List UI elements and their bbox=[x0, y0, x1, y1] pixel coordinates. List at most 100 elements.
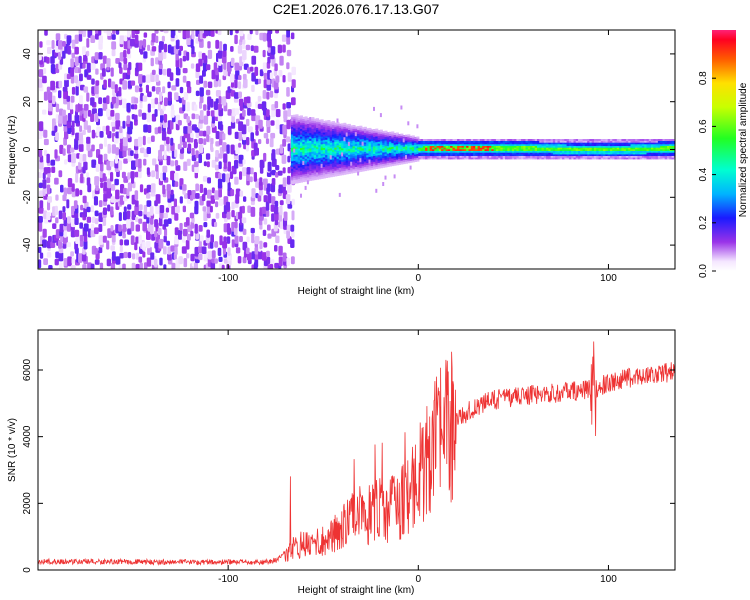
heatmap-cell bbox=[420, 147, 424, 150]
heatmap-cell bbox=[395, 140, 399, 143]
heatmap-cell bbox=[477, 157, 481, 160]
heatmap-cell bbox=[477, 139, 481, 141]
heatmap-cell bbox=[309, 167, 313, 170]
heatmap-cell bbox=[290, 176, 294, 179]
heatmap-cell bbox=[306, 129, 310, 132]
heatmap-cell bbox=[418, 152, 422, 155]
heatmap-cell bbox=[361, 165, 365, 168]
heatmap-cell bbox=[350, 127, 354, 130]
heatmap-cell bbox=[357, 164, 361, 167]
heatmap-cell bbox=[603, 142, 607, 145]
heatmap-cell bbox=[47, 91, 53, 101]
heatmap-cell bbox=[170, 160, 175, 167]
heatmap-cell bbox=[304, 171, 308, 175]
heatmap-cell bbox=[505, 139, 508, 141]
heatmap-cell bbox=[110, 225, 114, 232]
heatmap-cell bbox=[338, 123, 342, 126]
heatmap-cell bbox=[295, 177, 299, 180]
heatmap-cell bbox=[311, 126, 315, 129]
heatmap-cell bbox=[281, 154, 287, 164]
heatmap-cell bbox=[66, 35, 72, 44]
heatmap-cell bbox=[584, 142, 588, 145]
heatmap-cell bbox=[662, 142, 666, 145]
heatmap-cell bbox=[320, 163, 323, 168]
heatmap-cell bbox=[325, 172, 329, 175]
heatmap-cell bbox=[648, 152, 652, 155]
heatmap-cell bbox=[329, 173, 333, 176]
heatmap-cell bbox=[311, 142, 315, 145]
heatmap-cell bbox=[584, 150, 588, 153]
heatmap-cell bbox=[630, 145, 634, 148]
heatmap-cell bbox=[527, 142, 531, 145]
heatmap-cell bbox=[300, 151, 303, 154]
heatmap-cell bbox=[548, 144, 552, 146]
heatmap-cell bbox=[274, 200, 279, 207]
heatmap-cell bbox=[110, 81, 116, 89]
heatmap-cell bbox=[363, 142, 367, 145]
heatmap-cell bbox=[573, 145, 577, 148]
heatmap-cell bbox=[655, 155, 659, 158]
heatmap-cell bbox=[429, 142, 433, 145]
heatmap-cell bbox=[320, 130, 324, 133]
heatmap-cell bbox=[637, 140, 641, 143]
heatmap-cell bbox=[281, 34, 287, 42]
heatmap-cell bbox=[623, 139, 627, 141]
heatmap-cell bbox=[102, 103, 108, 111]
heatmap-cell bbox=[443, 147, 447, 150]
heatmap-cell bbox=[316, 123, 319, 127]
heatmap-cell bbox=[516, 149, 520, 151]
heatmap-cell bbox=[62, 109, 66, 117]
heatmap-cell bbox=[115, 112, 120, 121]
heatmap-cell bbox=[300, 123, 303, 126]
heatmap-cell bbox=[466, 152, 470, 155]
heatmap-cell bbox=[203, 161, 207, 167]
heatmap-cell bbox=[318, 150, 322, 153]
heatmap-cell bbox=[242, 39, 246, 45]
heatmap-cell bbox=[347, 148, 351, 151]
heatmap-cell bbox=[475, 154, 479, 156]
heatmap-cell bbox=[336, 139, 340, 142]
heatmap-cell bbox=[118, 160, 123, 171]
heatmap-cell bbox=[598, 149, 602, 151]
heatmap-cell bbox=[384, 132, 388, 135]
heatmap-cell bbox=[311, 128, 315, 131]
heatmap-cell bbox=[309, 171, 313, 174]
heatmap-cell bbox=[379, 135, 383, 138]
heatmap-cell bbox=[334, 122, 338, 125]
heatmap-cell bbox=[530, 149, 534, 151]
heatmap-cell bbox=[582, 147, 586, 150]
heatmap-cell bbox=[143, 51, 148, 59]
heatmap-cell bbox=[167, 246, 172, 255]
heatmap-cell bbox=[318, 163, 322, 166]
heatmap-cell bbox=[505, 142, 508, 145]
heatmap-cell bbox=[218, 79, 222, 87]
heatmap-cell bbox=[550, 155, 554, 158]
heatmap-cell bbox=[514, 147, 518, 150]
heatmap-cell bbox=[311, 134, 315, 137]
heatmap-cell bbox=[320, 148, 324, 151]
heatmap-cell bbox=[171, 85, 177, 91]
heatmap-cell bbox=[368, 150, 372, 153]
heatmap-cell bbox=[329, 127, 333, 130]
heatmap-cell bbox=[578, 144, 581, 146]
heatmap-cell bbox=[363, 126, 367, 129]
heatmap-cell bbox=[354, 136, 358, 139]
heatmap-cell bbox=[555, 144, 559, 146]
heatmap-cell bbox=[521, 144, 524, 146]
heatmap-cell bbox=[320, 126, 324, 130]
heatmap-cell bbox=[223, 69, 229, 77]
heatmap-cell bbox=[582, 145, 586, 148]
heatmap-cell bbox=[414, 159, 418, 162]
heatmap-cell bbox=[194, 166, 199, 173]
heatmap-cell bbox=[400, 150, 404, 153]
heatmap-cell bbox=[509, 139, 513, 141]
heatmap-cell bbox=[532, 150, 536, 153]
heatmap-cell bbox=[662, 140, 666, 143]
heatmap-cell bbox=[479, 139, 483, 141]
heatmap-cell bbox=[39, 41, 43, 48]
heatmap-cell bbox=[623, 152, 627, 155]
heatmap-cell bbox=[379, 164, 383, 167]
heatmap-cell bbox=[405, 138, 408, 141]
heatmap-cell bbox=[409, 149, 413, 152]
heatmap-cell bbox=[82, 129, 86, 135]
